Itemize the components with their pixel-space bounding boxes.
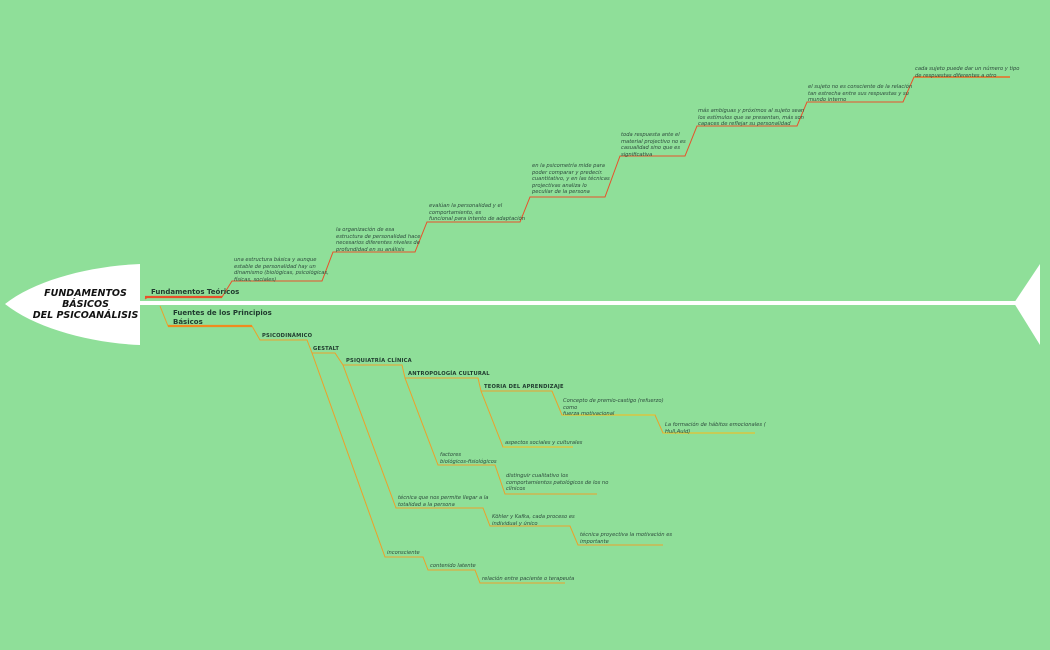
note-tecnica-totalidad[interactable]: técnica que nos permite llegar a la tota… xyxy=(398,495,489,508)
upper-node-6[interactable]: más ambiguas y próximos al sujeto sean l… xyxy=(698,108,805,128)
branch-fuentes-principios[interactable]: Fuentes de los Principios Básicos xyxy=(173,309,272,326)
category-gestalt[interactable]: GESTALT xyxy=(313,346,340,352)
diagram-title: FUNDAMENTOS BÁSICOS DEL PSICOANÁLISIS xyxy=(32,288,139,321)
fish-tail xyxy=(1014,264,1040,345)
note-kohler[interactable]: Köhler y Kafka, cada proceso es individu… xyxy=(492,514,575,527)
note-distinguir[interactable]: distinguir cualitativo los comportamient… xyxy=(506,473,609,493)
note-inconsciente[interactable]: inconsciente xyxy=(387,550,420,556)
upper-node-5[interactable]: toda respuesta ante el material projecti… xyxy=(621,132,686,158)
category-psiquiatria[interactable]: PSIQUIATRÍA CLÍNICA xyxy=(346,358,412,364)
upper-node-4[interactable]: en la psicometría mide para poder compar… xyxy=(532,163,610,196)
note-relacion[interactable]: relación entre paciente o terapeuta xyxy=(482,576,575,582)
category-teoria-aprendizaje[interactable]: TEORIA DEL APRENDIZAJE xyxy=(484,384,564,390)
fish-head xyxy=(5,264,140,345)
category-psicodinamico[interactable]: PSICODINÁMICO xyxy=(262,333,313,339)
branch-fundamentos-teoricos[interactable]: Fundamentos Teóricos xyxy=(151,288,240,296)
fish-spine xyxy=(138,301,1018,305)
upper-node-3[interactable]: evalúan la personalidad y el comportamie… xyxy=(429,203,526,223)
note-tecnica-proyectiva[interactable]: técnica proyectiva la motivación es impo… xyxy=(580,532,673,545)
note-contenido-latente[interactable]: contenido latente xyxy=(430,563,476,569)
upper-node-2[interactable]: la organización de esa estructura de per… xyxy=(336,227,421,253)
note-factores[interactable]: factores biológicos-fisiológicos xyxy=(440,452,497,465)
note-formacion[interactable]: La formación de hábitos emocionales ( Hu… xyxy=(665,422,766,435)
note-concepto[interactable]: Concepto de premio-castigo (refuerzo) co… xyxy=(563,398,664,418)
upper-branch xyxy=(144,76,1010,300)
note-aspectos[interactable]: aspectos sociales y culturales xyxy=(505,440,583,446)
upper-node-1[interactable]: una estructura básica y aunque estable d… xyxy=(234,257,329,283)
upper-node-7[interactable]: el sujeto no es consciente de la relació… xyxy=(808,84,913,104)
upper-node-8[interactable]: cada sujeto puede dar un número y tipo d… xyxy=(915,66,1020,79)
category-antropologia[interactable]: ANTROPOLOGÍA CULTURAL xyxy=(408,371,490,377)
